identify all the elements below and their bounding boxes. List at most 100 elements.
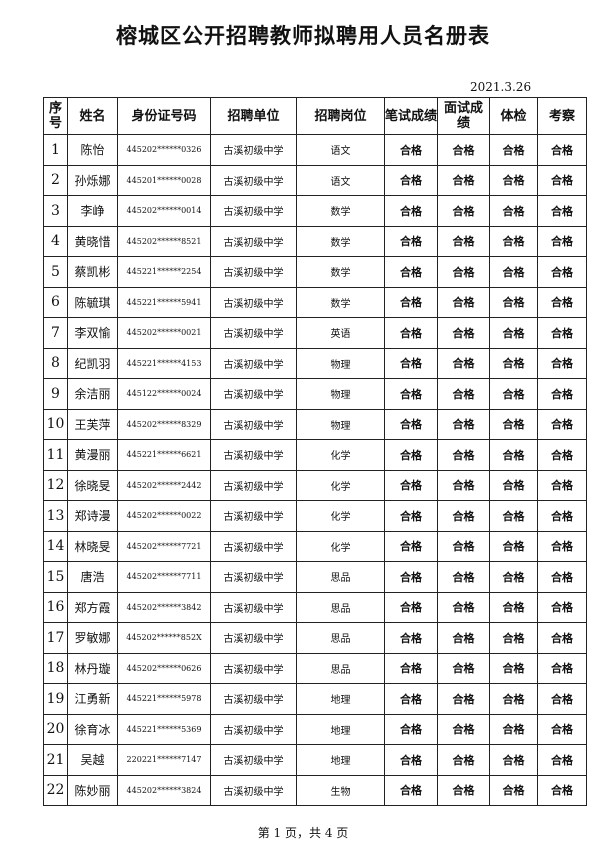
- table-cell: 古溪初级中学: [210, 591, 297, 623]
- roster-table: 序号 姓名 身份证号码 招聘单位 招聘岗位 笔试成绩 面试成绩 体检 考察 1 陈怡 445202*…: [43, 97, 587, 806]
- table-cell: 徐晓旻: [67, 469, 118, 501]
- table-cell: 14: [43, 530, 68, 562]
- table-cell: 数学: [296, 225, 385, 257]
- table-cell: 合格: [489, 439, 538, 471]
- table-cell: 余洁丽: [67, 378, 118, 410]
- table-cell: 合格: [489, 561, 538, 593]
- table-cell: 郑方霞: [67, 591, 118, 623]
- table-cell: 445202******3842: [117, 591, 211, 623]
- table-cell: 合格: [537, 622, 587, 654]
- table-cell: 陈妙丽: [67, 774, 118, 806]
- column-header: 面试成绩: [437, 97, 490, 135]
- table-cell: 合格: [489, 408, 538, 440]
- table-row: 6 陈毓琪 445221******5941 古溪初级中学 数学 合格 合格 合格 合格: [43, 286, 587, 318]
- title: 榕城区公开招聘教师拟聘用人员名册表: [116, 23, 490, 48]
- table-cell: 合格: [384, 591, 438, 623]
- table-cell: 合格: [537, 439, 587, 471]
- table-cell: 22: [43, 774, 68, 806]
- table-cell: 古溪初级中学: [210, 744, 297, 776]
- table-cell: 445202******0326: [117, 134, 211, 166]
- table-cell: 古溪初级中学: [210, 500, 297, 532]
- table-cell: 445202******2442: [117, 469, 211, 501]
- table-cell: 220221******7147: [117, 744, 211, 776]
- table-row: 9 余洁丽 445122******0024 古溪初级中学 物理 合格 合格 合格 合格: [43, 378, 587, 410]
- table-cell: 古溪初级中学: [210, 622, 297, 654]
- table-cell: 地理: [296, 683, 385, 715]
- table-cell: 合格: [437, 164, 490, 196]
- table-cell: 古溪初级中学: [210, 683, 297, 715]
- table-cell: 黄晓惜: [67, 225, 118, 257]
- table-cell: 合格: [384, 652, 438, 684]
- table-cell: 10: [43, 408, 68, 440]
- table-cell: 江勇新: [67, 683, 118, 715]
- table-cell: 6: [43, 286, 68, 318]
- table-cell: 5: [43, 256, 68, 288]
- table-cell: 合格: [537, 378, 587, 410]
- table-cell: 合格: [537, 500, 587, 532]
- table-cell: 9: [43, 378, 68, 410]
- table-cell: 古溪初级中学: [210, 347, 297, 379]
- table-cell: 数学: [296, 256, 385, 288]
- table-cell: 445201******0028: [117, 164, 211, 196]
- table-cell: 445221******2254: [117, 256, 211, 288]
- table-cell: 合格: [489, 744, 538, 776]
- table-cell: 合格: [489, 195, 538, 227]
- table-cell: 合格: [489, 774, 538, 806]
- table-row: 22 陈妙丽 445202******3824 古溪初级中学 生物 合格 合格 合格 合格: [43, 774, 587, 806]
- table-cell: 黄漫丽: [67, 439, 118, 471]
- column-header: 身份证号码: [117, 97, 211, 135]
- table-cell: 合格: [384, 744, 438, 776]
- table-cell: 合格: [384, 286, 438, 318]
- table-cell: 合格: [537, 347, 587, 379]
- table-cell: 445202******0626: [117, 652, 211, 684]
- table-row: 2 孙烁娜 445201******0028 古溪初级中学 语文 合格 合格 合格 合格: [43, 164, 587, 196]
- table-cell: 古溪初级中学: [210, 774, 297, 806]
- table-cell: 445202******852X: [117, 622, 211, 654]
- table-cell: 合格: [437, 134, 490, 166]
- table-cell: 合格: [437, 500, 490, 532]
- table-row: 1 陈怡 445202******0326 古溪初级中学 语文 合格 合格 合格 合格: [43, 134, 587, 166]
- table-cell: 合格: [537, 652, 587, 684]
- table-cell: 李峥: [67, 195, 118, 227]
- table-cell: 古溪初级中学: [210, 317, 297, 349]
- table-cell: 合格: [384, 622, 438, 654]
- table-cell: 古溪初级中学: [210, 195, 297, 227]
- column-header: 姓名: [67, 97, 118, 135]
- table-row: 5 蔡凯彬 445221******2254 古溪初级中学 数学 合格 合格 合格 合格: [43, 256, 587, 288]
- table-cell: 合格: [489, 256, 538, 288]
- table-cell: 16: [43, 591, 68, 623]
- table-cell: 合格: [384, 469, 438, 501]
- table-cell: 合格: [384, 713, 438, 745]
- table-row: 17 罗敏娜 445202******852X 古溪初级中学 思品 合格 合格 合格 合格: [43, 622, 587, 654]
- table-cell: 合格: [384, 439, 438, 471]
- table-cell: 合格: [537, 530, 587, 562]
- table-body: 1 陈怡 445202******0326 古溪初级中学 语文 合格 合格 合格 合格 2 孙烁娜 4…: [43, 134, 587, 806]
- table-cell: 数学: [296, 195, 385, 227]
- column-header: 考察: [537, 97, 587, 135]
- table-cell: 合格: [384, 378, 438, 410]
- table-row: 15 唐浩 445202******7711 古溪初级中学 思品 合格 合格 合格 合格: [43, 561, 587, 593]
- table-cell: 合格: [437, 225, 490, 257]
- table-cell: 合格: [384, 561, 438, 593]
- table-cell: 合格: [489, 164, 538, 196]
- table-cell: 合格: [384, 164, 438, 196]
- table-cell: 合格: [437, 713, 490, 745]
- table-cell: 合格: [537, 317, 587, 349]
- table-row: 7 李双愉 445202******0021 古溪初级中学 英语 合格 合格 合格 合格: [43, 317, 587, 349]
- table-cell: 12: [43, 469, 68, 501]
- table-row: 21 吴越 220221******7147 古溪初级中学 地理 合格 合格 合格 合格: [43, 744, 587, 776]
- table-cell: 445221******5369: [117, 713, 211, 745]
- table-cell: 合格: [437, 347, 490, 379]
- table-cell: 合格: [537, 225, 587, 257]
- table-cell: 445221******5941: [117, 286, 211, 318]
- column-header: 序号: [43, 97, 68, 135]
- table-cell: 合格: [489, 469, 538, 501]
- table-cell: 合格: [489, 347, 538, 379]
- table-cell: 林晓旻: [67, 530, 118, 562]
- table-cell: 合格: [537, 561, 587, 593]
- table-cell: 合格: [537, 469, 587, 501]
- table-cell: 物理: [296, 408, 385, 440]
- table-cell: 8: [43, 347, 68, 379]
- table-cell: 合格: [537, 195, 587, 227]
- table-cell: 地理: [296, 713, 385, 745]
